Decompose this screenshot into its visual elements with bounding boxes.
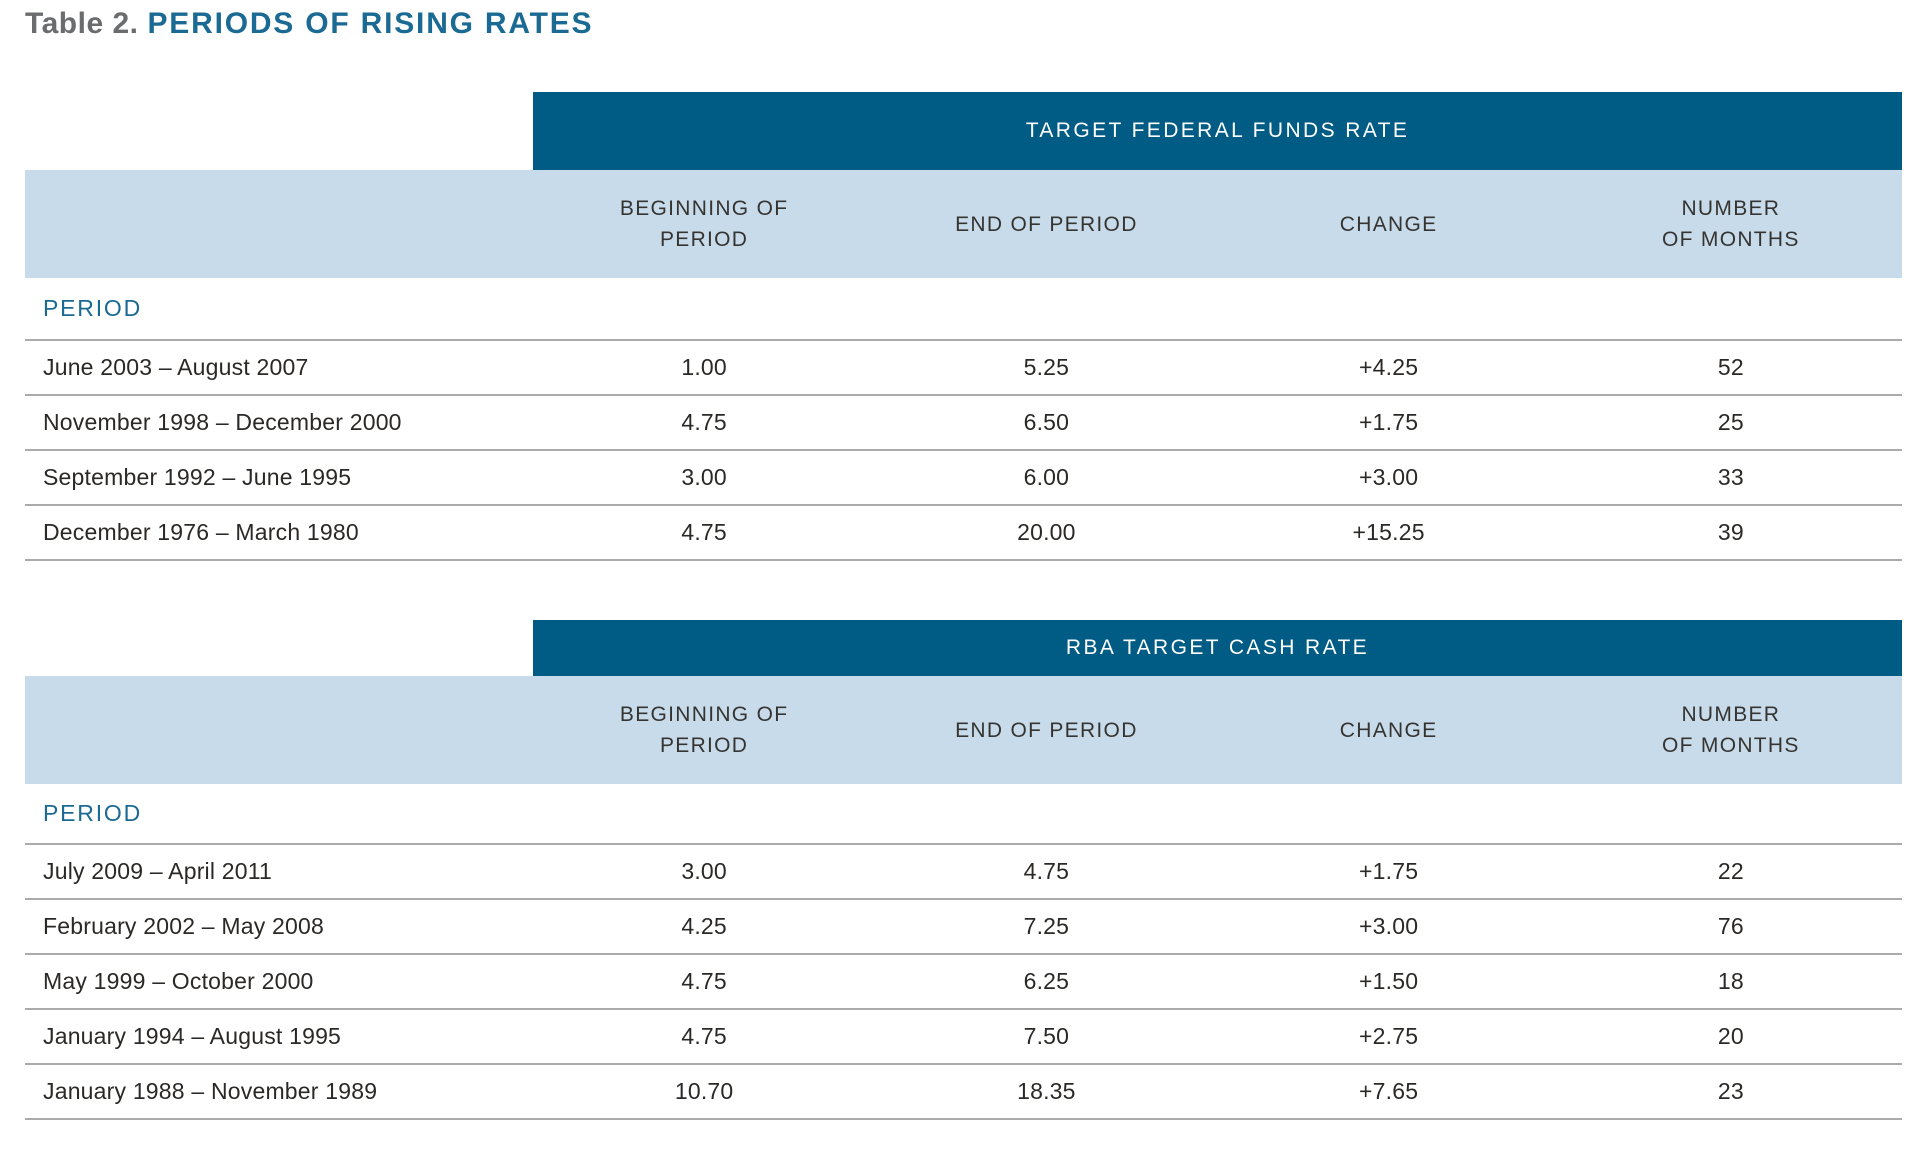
change-cell: +3.00	[1359, 464, 1419, 490]
rba-column-header-row: BEGINNING OF PERIOD END OF PERIOD CHANGE…	[25, 676, 1902, 784]
period-label: PERIOD	[43, 800, 142, 826]
column-header-end-of-period: END OF PERIOD	[875, 170, 1217, 278]
column-header-line: END OF PERIOD	[955, 212, 1138, 236]
months-cell: 39	[1717, 519, 1744, 545]
column-header-line: NUMBER	[1681, 703, 1781, 726]
fed-funds-table: TARGET FEDERAL FUNDS RATE BEGINNING OF P…	[25, 92, 1902, 561]
months-cell: 76	[1717, 913, 1744, 939]
column-header-line: PERIOD	[659, 228, 749, 251]
column-header-line: PERIOD	[659, 734, 749, 757]
fed-funds-period-label-row: PERIOD	[25, 278, 1902, 341]
change-cell: +7.65	[1359, 1078, 1419, 1104]
table-row: February 2002 – May 2008 4.25 7.25 +3.00…	[25, 900, 1902, 955]
change-cell: +15.25	[1352, 519, 1425, 545]
column-header-line: CHANGE	[1339, 718, 1438, 742]
fed-funds-band: TARGET FEDERAL FUNDS RATE	[533, 92, 1902, 170]
end-cell: 6.00	[1023, 464, 1070, 490]
rba-band-title: RBA TARGET CASH RATE	[1065, 636, 1370, 659]
change-cell: +1.75	[1359, 409, 1419, 435]
end-cell: 6.50	[1023, 409, 1070, 435]
period-cell: June 2003 – August 2007	[43, 354, 309, 380]
column-header-line: OF MONTHS	[1662, 228, 1800, 251]
column-header-spacer	[25, 676, 533, 784]
end-cell: 6.25	[1023, 968, 1070, 994]
table-row: July 2009 – April 2011 3.00 4.75 +1.75 2…	[25, 845, 1902, 900]
table-row: January 1994 – August 1995 4.75 7.50 +2.…	[25, 1010, 1902, 1065]
rba-cash-rate-table: RBA TARGET CASH RATE BEGINNING OF PERIOD…	[25, 620, 1902, 1120]
column-header-line: BEGINNING OF	[619, 197, 789, 220]
column-header-line: NUMBER	[1681, 197, 1781, 220]
months-cell: 20	[1717, 1023, 1744, 1049]
end-cell: 20.00	[1017, 519, 1076, 545]
period-cell: January 1988 – November 1989	[43, 1078, 378, 1104]
change-cell: +3.00	[1359, 913, 1419, 939]
months-cell: 22	[1717, 858, 1744, 884]
period-cell: December 1976 – March 1980	[43, 519, 359, 545]
end-cell: 7.50	[1023, 1023, 1070, 1049]
change-cell: +1.50	[1359, 968, 1419, 994]
beginning-cell: 4.25	[681, 913, 727, 939]
column-header-end-of-period: END OF PERIOD	[875, 676, 1217, 784]
beginning-cell: 4.75	[681, 519, 727, 545]
column-header-line: BEGINNING OF	[619, 703, 789, 726]
period-cell: November 1998 – December 2000	[43, 409, 402, 435]
column-header-change: CHANGE	[1218, 170, 1560, 278]
column-header-change: CHANGE	[1218, 676, 1560, 784]
change-cell: +1.75	[1359, 858, 1419, 884]
table-row: January 1988 – November 1989 10.70 18.35…	[25, 1065, 1902, 1120]
table-row: June 2003 – August 2007 1.00 5.25 +4.25 …	[25, 341, 1902, 396]
months-cell: 18	[1717, 968, 1744, 994]
beginning-cell: 3.00	[681, 858, 727, 884]
column-header-line: OF MONTHS	[1662, 734, 1800, 757]
beginning-cell: 4.75	[681, 1023, 727, 1049]
rba-period-label-row: PERIOD	[25, 784, 1902, 845]
end-cell: 7.25	[1023, 913, 1070, 939]
end-cell: 4.75	[1023, 858, 1070, 884]
months-cell: 23	[1717, 1078, 1744, 1104]
end-cell: 5.25	[1023, 354, 1070, 380]
column-header-spacer	[25, 170, 533, 278]
months-cell: 25	[1717, 409, 1744, 435]
table-row: November 1998 – December 2000 4.75 6.50 …	[25, 396, 1902, 451]
period-label: PERIOD	[43, 295, 142, 321]
months-cell: 52	[1717, 354, 1744, 380]
beginning-cell: 10.70	[674, 1078, 734, 1104]
end-cell: 18.35	[1017, 1078, 1076, 1104]
change-cell: +4.25	[1359, 354, 1419, 380]
beginning-cell: 4.75	[681, 409, 727, 435]
table-row: September 1992 – June 1995 3.00 6.00 +3.…	[25, 451, 1902, 506]
period-cell: September 1992 – June 1995	[43, 464, 352, 490]
period-cell: February 2002 – May 2008	[43, 913, 324, 939]
fed-funds-column-header-row: BEGINNING OF PERIOD END OF PERIOD CHANGE…	[25, 170, 1902, 278]
column-header-line: CHANGE	[1339, 212, 1438, 236]
table-number-label: Table 2.	[25, 7, 139, 40]
column-header-beginning-of-period: BEGINNING OF PERIOD	[533, 170, 875, 278]
table-row: December 1976 – March 1980 4.75 20.00 +1…	[25, 506, 1902, 561]
change-cell: +2.75	[1359, 1023, 1419, 1049]
rba-band: RBA TARGET CASH RATE	[533, 620, 1902, 676]
beginning-cell: 1.00	[681, 354, 727, 380]
months-cell: 33	[1717, 464, 1744, 490]
beginning-cell: 4.75	[681, 968, 727, 994]
column-header-line: END OF PERIOD	[955, 718, 1138, 742]
column-header-number-of-months: NUMBER OF MONTHS	[1560, 676, 1902, 784]
period-cell: May 1999 – October 2000	[43, 968, 314, 994]
table-row: May 1999 – October 2000 4.75 6.25 +1.50 …	[25, 955, 1902, 1010]
column-header-beginning-of-period: BEGINNING OF PERIOD	[533, 676, 875, 784]
column-header-number-of-months: NUMBER OF MONTHS	[1560, 170, 1902, 278]
table-title-text: PERIODS OF RISING RATES	[147, 7, 594, 40]
period-cell: January 1994 – August 1995	[43, 1023, 342, 1049]
beginning-cell: 3.00	[681, 464, 727, 490]
period-cell: July 2009 – April 2011	[43, 858, 273, 884]
page-title: Table 2. PERIODS OF RISING RATES	[25, 6, 593, 42]
fed-funds-band-title: TARGET FEDERAL FUNDS RATE	[1025, 119, 1410, 142]
